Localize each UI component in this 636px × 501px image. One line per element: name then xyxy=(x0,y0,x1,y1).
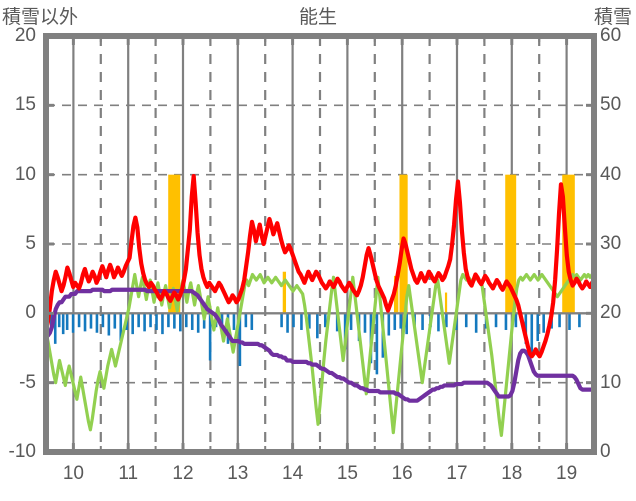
right-axis-tick: 60 xyxy=(600,25,622,46)
x-axis-tick: 10 xyxy=(62,463,84,484)
left-axis-title: 積雪以外 xyxy=(2,7,79,28)
right-axis-tick: 10 xyxy=(600,371,622,393)
x-axis-tick: 15 xyxy=(336,463,358,484)
right-axis-tick: 20 xyxy=(600,302,622,324)
x-axis-tick: 17 xyxy=(446,463,468,484)
left-axis-tick: 10 xyxy=(14,163,36,185)
right-axis-tick: 40 xyxy=(600,163,622,185)
line-series xyxy=(43,173,597,437)
x-axis-tick: 14 xyxy=(282,463,304,484)
x-axis-tick: 19 xyxy=(556,463,578,484)
left-axis-tick: 15 xyxy=(14,94,36,116)
left-axis-tick: -10 xyxy=(8,441,36,462)
right-axis-tick: 50 xyxy=(600,94,622,116)
left-axis-tick: 5 xyxy=(25,233,36,254)
right-axis-title: 積雪 xyxy=(593,7,632,28)
red-line xyxy=(43,173,597,359)
left-axis-tick: -5 xyxy=(19,371,36,393)
x-axis-tick: 18 xyxy=(501,463,523,484)
x-axis-tick: 11 xyxy=(118,463,139,484)
axis-ticks xyxy=(46,34,595,454)
purple-step-line xyxy=(43,287,597,403)
right-axis-tick: 0 xyxy=(600,441,611,462)
left-axis-tick: 0 xyxy=(25,302,36,324)
x-axis-tick: 13 xyxy=(227,463,249,484)
chart-title: 能生 xyxy=(298,7,337,28)
right-axis-tick: 30 xyxy=(600,233,622,254)
x-axis-tick: 16 xyxy=(391,463,413,484)
x-axis-tick: 12 xyxy=(172,463,194,484)
left-axis-tick: 20 xyxy=(14,25,36,46)
